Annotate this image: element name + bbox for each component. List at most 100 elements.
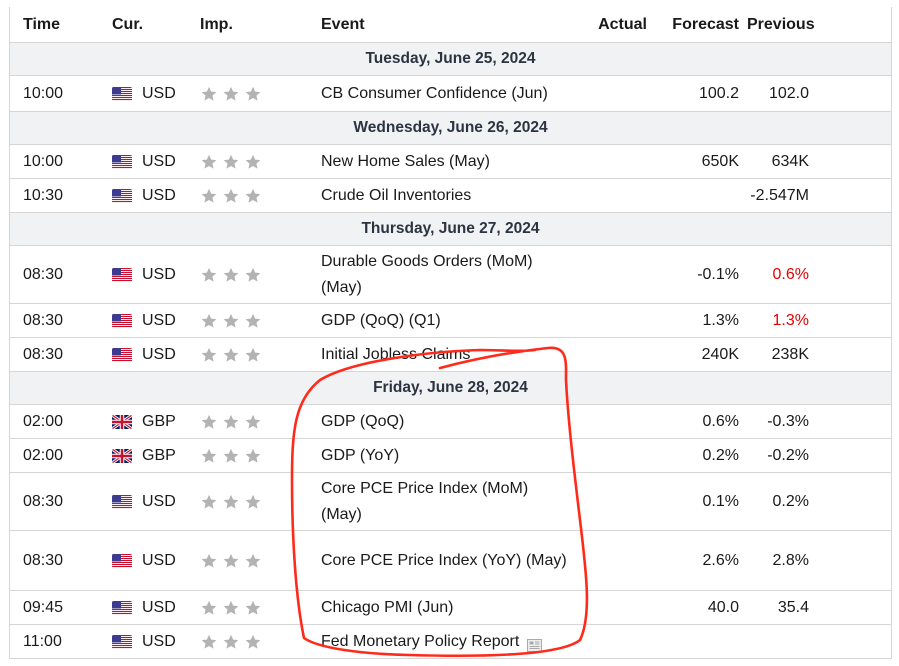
importance-star-icon xyxy=(244,85,262,103)
header-currency[interactable]: Cur. xyxy=(112,15,144,33)
event-importance xyxy=(200,85,321,103)
event-name-text[interactable]: Durable Goods Orders (MoM) (May) xyxy=(321,252,533,296)
event-currency: USD xyxy=(112,633,200,651)
event-currency: USD xyxy=(112,266,200,284)
importance-star-icon xyxy=(200,153,218,171)
currency-code: USD xyxy=(142,265,176,283)
event-name[interactable]: GDP (QoQ) (Q1) xyxy=(321,308,571,334)
event-name-text[interactable]: Initial Jobless Claims xyxy=(321,345,471,363)
event-importance xyxy=(200,447,321,465)
importance-star-icon xyxy=(200,312,218,330)
event-name-text[interactable]: GDP (QoQ) (Q1) xyxy=(321,311,441,329)
event-currency: GBP xyxy=(112,447,200,465)
event-row[interactable]: 02:00 GBP GDP (YoY) 0.2% -0.2% xyxy=(10,439,891,473)
day-label: Thursday, June 27, 2024 xyxy=(361,220,540,237)
header-actual[interactable]: Actual xyxy=(598,15,647,33)
us-flag-icon xyxy=(112,347,132,362)
importance-star-icon xyxy=(222,413,240,431)
us-flag-icon xyxy=(112,313,132,328)
importance-star-icon xyxy=(222,552,240,570)
importance-star-icon xyxy=(200,346,218,364)
event-row[interactable]: 08:30 USD Core PCE Price Index (MoM) (May)… xyxy=(10,473,891,531)
day-label: Friday, June 28, 2024 xyxy=(373,379,528,396)
event-previous: 35.4 xyxy=(777,598,809,616)
event-currency: USD xyxy=(112,85,200,103)
importance-star-icon xyxy=(244,633,262,651)
importance-star-icon xyxy=(244,447,262,465)
importance-star-icon xyxy=(222,85,240,103)
event-time: 08:30 xyxy=(23,311,64,329)
event-row[interactable]: 02:00 GBP GDP (QoQ) 0.6% -0.3% xyxy=(10,405,891,439)
event-row[interactable]: 10:00 USD New Home Sales (May) 650K 634K xyxy=(10,145,891,179)
event-row[interactable]: 08:30 USD Durable Goods Orders (MoM) (May)… xyxy=(10,246,891,304)
importance-star-icon xyxy=(200,413,218,431)
currency-code: USD xyxy=(142,632,176,650)
event-name-text[interactable]: Crude Oil Inventories xyxy=(321,186,472,204)
event-name[interactable]: CB Consumer Confidence (Jun) xyxy=(321,81,571,107)
event-name[interactable]: Core PCE Price Index (MoM) (May) xyxy=(321,476,571,528)
event-name-text[interactable]: New Home Sales (May) xyxy=(321,152,490,170)
us-flag-icon xyxy=(112,86,132,101)
header-forecast[interactable]: Forecast xyxy=(672,15,739,33)
event-importance xyxy=(200,599,321,617)
event-name[interactable]: Chicago PMI (Jun) xyxy=(321,595,571,621)
event-time: 08:30 xyxy=(23,345,64,363)
event-name-text[interactable]: Chicago PMI (Jun) xyxy=(321,598,454,616)
report-document-icon[interactable] xyxy=(527,635,543,652)
header-previous[interactable]: Previous xyxy=(747,15,815,33)
event-name-text[interactable]: GDP (QoQ) xyxy=(321,412,405,430)
event-name[interactable]: GDP (YoY) xyxy=(321,443,571,469)
event-currency: USD xyxy=(112,153,200,171)
event-currency: USD xyxy=(112,187,200,205)
header-event[interactable]: Event xyxy=(321,15,365,33)
event-row[interactable]: 10:00 USD CB Consumer Confidence (Jun) 100.… xyxy=(10,76,891,112)
event-name[interactable]: Fed Monetary Policy Report xyxy=(321,629,571,655)
event-currency: USD xyxy=(112,346,200,364)
event-importance xyxy=(200,633,321,651)
event-currency: USD xyxy=(112,312,200,330)
event-row[interactable]: 08:30 USD Initial Jobless Claims 240K 238K xyxy=(10,338,891,372)
header-time[interactable]: Time xyxy=(23,15,61,33)
event-row[interactable]: 11:00 USD Fed Monetary Policy Report xyxy=(10,625,891,659)
event-name[interactable]: Durable Goods Orders (MoM) (May) xyxy=(321,249,571,301)
event-name-text[interactable]: Core PCE Price Index (MoM) (May) xyxy=(321,479,529,523)
event-currency: USD xyxy=(112,552,200,570)
event-row[interactable]: 08:30 USD Core PCE Price Index (YoY) (May)… xyxy=(10,531,891,591)
event-name[interactable]: GDP (QoQ) xyxy=(321,409,571,435)
event-name-text[interactable]: GDP (YoY) xyxy=(321,446,400,464)
event-name-text[interactable]: Core PCE Price Index (YoY) (May) xyxy=(321,551,567,569)
importance-star-icon xyxy=(200,266,218,284)
event-time: 10:30 xyxy=(23,186,64,204)
importance-star-icon xyxy=(244,599,262,617)
uk-flag-icon xyxy=(112,414,132,429)
day-header: Wednesday, June 26, 2024 xyxy=(10,112,891,145)
importance-star-icon xyxy=(222,447,240,465)
event-forecast: -0.1% xyxy=(697,265,739,283)
event-forecast: 0.2% xyxy=(702,446,739,464)
importance-star-icon xyxy=(244,413,262,431)
event-name-text[interactable]: CB Consumer Confidence (Jun) xyxy=(321,84,548,102)
importance-star-icon xyxy=(244,312,262,330)
event-time: 08:30 xyxy=(23,551,64,569)
us-flag-icon xyxy=(112,600,132,615)
event-time: 10:00 xyxy=(23,84,64,102)
importance-star-icon xyxy=(244,346,262,364)
event-row[interactable]: 08:30 USD GDP (QoQ) (Q1) 1.3% 1.3% xyxy=(10,304,891,338)
currency-code: GBP xyxy=(142,412,176,430)
header-importance[interactable]: Imp. xyxy=(200,15,233,33)
us-flag-icon xyxy=(112,494,132,509)
importance-star-icon xyxy=(222,312,240,330)
event-name[interactable]: Crude Oil Inventories xyxy=(321,183,571,209)
event-row[interactable]: 10:30 USD Crude Oil Inventories -2.547M xyxy=(10,179,891,213)
event-name-text[interactable]: Fed Monetary Policy Report xyxy=(321,632,520,650)
event-name[interactable]: Core PCE Price Index (YoY) (May) xyxy=(321,548,571,574)
event-name[interactable]: Initial Jobless Claims xyxy=(321,342,571,368)
currency-code: USD xyxy=(142,84,176,102)
event-previous: 0.6% xyxy=(772,265,809,283)
day-label: Tuesday, June 25, 2024 xyxy=(365,50,536,67)
event-row[interactable]: 09:45 USD Chicago PMI (Jun) 40.0 35.4 xyxy=(10,591,891,625)
event-previous: 634K xyxy=(771,152,809,170)
day-header: Tuesday, June 25, 2024 xyxy=(10,43,891,76)
event-name[interactable]: New Home Sales (May) xyxy=(321,149,571,175)
currency-code: USD xyxy=(142,311,176,329)
